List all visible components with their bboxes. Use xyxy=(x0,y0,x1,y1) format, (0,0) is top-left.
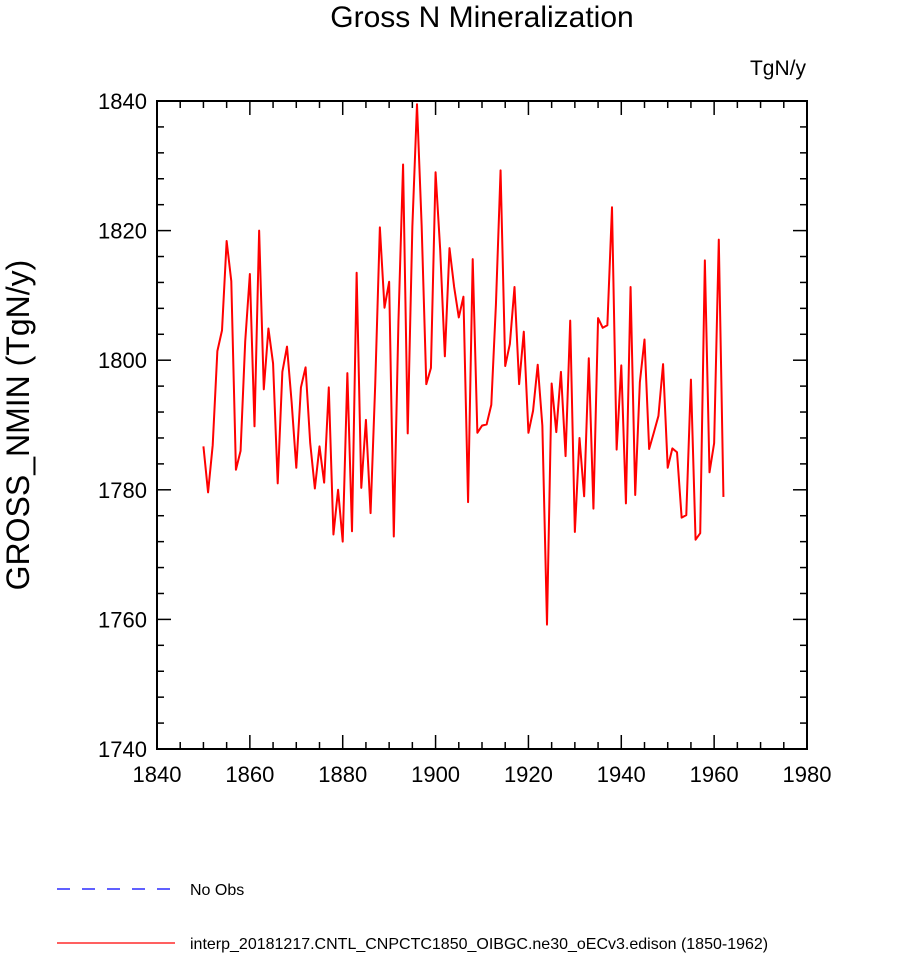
x-tick-label: 1960 xyxy=(690,762,739,787)
legend-label-0: No Obs xyxy=(190,882,244,899)
legend: No Obs interp_20181217.CNTL_CNPCTC1850_OI… xyxy=(57,882,768,953)
x-tick-label: 1940 xyxy=(597,762,646,787)
x-tick-label: 1880 xyxy=(318,762,367,787)
x-tick-label: 1860 xyxy=(225,762,274,787)
x-tick-label: 1840 xyxy=(133,762,182,787)
plot-area xyxy=(202,103,725,626)
y-tick-label: 1800 xyxy=(98,348,147,373)
chart-title: Gross N Mineralization xyxy=(330,1,633,34)
y-tick-label: 1760 xyxy=(98,607,147,632)
y-tick-label: 1840 xyxy=(98,89,147,114)
series-line-1 xyxy=(202,103,725,626)
axis-ticks: 1840 1860 1880 1900 1920 1940 1960 1980 1740 1760… xyxy=(98,89,831,787)
units-label: TgN/y xyxy=(750,57,807,80)
y-tick-label: 1820 xyxy=(98,219,147,244)
x-tick-label: 1980 xyxy=(783,762,832,787)
y-tick-label: 1740 xyxy=(98,737,147,762)
x-tick-label: 1920 xyxy=(504,762,553,787)
legend-label-1: interp_20181217.CNTL_CNPCTC1850_OIBGC.ne… xyxy=(190,936,768,953)
plot-frame xyxy=(156,100,808,750)
y-axis-label: GROSS_NMIN (TgN/y) xyxy=(0,260,36,591)
y-tick-label: 1780 xyxy=(98,478,147,503)
x-tick-label: 1900 xyxy=(411,762,460,787)
